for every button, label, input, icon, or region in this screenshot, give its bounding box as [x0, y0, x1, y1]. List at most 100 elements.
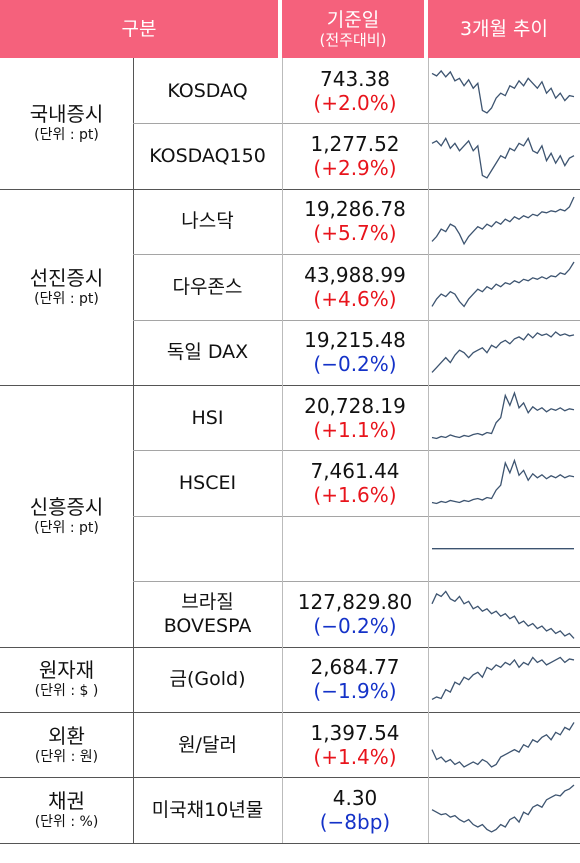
column-divider — [428, 777, 429, 843]
instrument-name: KOSDAQ150 — [133, 123, 282, 188]
value-cell: 1,397.54 (+1.4%) — [282, 712, 428, 777]
column-divider — [282, 188, 283, 255]
instrument-name-line: KOSDAQ — [167, 79, 248, 102]
index-value: 20,728.19 — [304, 393, 406, 418]
header-value: 기준일 (전주대비) — [282, 0, 424, 58]
index-value: 127,829.80 — [297, 589, 413, 614]
instrument-name-line: KOSDAQ150 — [149, 145, 266, 168]
trend-sparkline — [431, 590, 575, 640]
instrument-name-line: BOVESPA — [163, 614, 252, 637]
column-divider — [282, 254, 283, 320]
instrument-name: 나스닥 — [133, 189, 282, 254]
value-cell: 127,829.80 (−0.2%) — [282, 581, 428, 646]
trend-line — [431, 784, 575, 834]
instrument-name: 독일 DAX — [133, 320, 282, 385]
trend-sparkline — [431, 390, 575, 440]
row-divider — [133, 254, 580, 256]
group-divider — [0, 777, 580, 779]
instrument-name-line: HSCEI — [178, 472, 237, 495]
category-unit: (단위 : %) — [34, 814, 99, 831]
header-trend-label: 3개월 추이 — [459, 18, 549, 40]
category-cell: 채권 (단위 : %) — [0, 777, 133, 842]
weekly-change: (+4.6%) — [313, 286, 397, 311]
trend-line — [431, 722, 575, 768]
instrument-name: 금(Gold) — [133, 647, 282, 712]
instrument-name: 미국채10년물 — [133, 777, 282, 842]
group-divider — [0, 842, 580, 844]
category-cell: 국내증시 (단위 : pt) — [0, 58, 133, 189]
weekly-change: (+2.0%) — [313, 90, 397, 115]
category-name: 선진증시 — [29, 265, 104, 290]
category-unit: (단위 : pt) — [34, 519, 99, 536]
index-value: 43,988.99 — [304, 262, 406, 287]
column-divider — [428, 646, 429, 712]
weekly-change: (−1.9%) — [313, 679, 397, 704]
header-trend: 3개월 추이 — [428, 0, 580, 58]
instrument-name-line: HSI — [191, 406, 224, 429]
value-cell: 19,286.78 (+5.7%) — [282, 189, 428, 254]
row-divider — [133, 515, 580, 517]
column-divider — [428, 712, 429, 778]
group-divider — [0, 646, 580, 648]
group-divider — [0, 188, 580, 190]
value-cell — [282, 516, 428, 581]
instrument-name: 원/달러 — [133, 712, 282, 777]
column-divider — [282, 58, 283, 124]
column-divider — [428, 188, 429, 255]
value-cell: 19,215.48 (−0.2%) — [282, 320, 428, 385]
column-divider — [282, 385, 283, 451]
trend-line — [431, 330, 575, 373]
column-divider — [428, 385, 429, 451]
value-cell: 1,277.52 (+2.9%) — [282, 123, 428, 188]
category-name: 원자재 — [38, 658, 95, 683]
column-divider — [282, 123, 283, 189]
instrument-name: HSCEI — [133, 450, 282, 515]
trend-line — [431, 590, 575, 640]
instrument-name-line: 미국채10년물 — [151, 799, 264, 822]
category-cell: 외환 (단위 : 원) — [0, 712, 133, 777]
value-cell: 743.38 (+2.0%) — [282, 58, 428, 123]
column-divider — [282, 319, 283, 385]
header-category-label: 구분 — [121, 18, 157, 40]
instrument-name-line: 브라질 — [181, 590, 234, 613]
column-divider — [282, 712, 283, 778]
index-value: 2,684.77 — [310, 655, 400, 680]
category-unit: (단위 : $ ) — [34, 683, 99, 700]
trend-line — [431, 137, 575, 180]
instrument-name-line: 원/달러 — [178, 733, 237, 756]
value-cell: 20,728.19 (+1.1%) — [282, 385, 428, 450]
trend-line — [431, 261, 575, 308]
column-divider — [428, 254, 429, 320]
weekly-change: (+2.9%) — [313, 156, 397, 181]
instrument-name-line: 독일 DAX — [166, 341, 249, 364]
trend-line — [431, 196, 575, 246]
column-divider — [428, 450, 429, 516]
instrument-name-line: 금(Gold) — [169, 668, 246, 691]
instrument-name-line: 다우존스 — [172, 275, 243, 298]
row-divider — [133, 319, 580, 321]
trend-sparkline — [431, 458, 575, 505]
weekly-change: (+5.7%) — [313, 221, 397, 246]
trend-line — [431, 390, 575, 440]
category-name: 국내증시 — [29, 102, 104, 127]
column-divider — [133, 777, 134, 843]
column-divider — [428, 515, 429, 582]
index-value: 7,461.44 — [310, 459, 400, 484]
weekly-change: (−0.2%) — [313, 613, 397, 638]
index-value: 1,397.54 — [310, 720, 400, 745]
column-divider — [282, 777, 283, 843]
weekly-change: (+1.4%) — [313, 744, 397, 769]
instrument-name: KOSDAQ — [133, 58, 282, 123]
category-unit: (단위 : pt) — [34, 127, 99, 144]
header-value-sublabel: (전주대비) — [319, 31, 387, 49]
weekly-change: (+1.1%) — [313, 417, 397, 442]
index-value: 1,277.52 — [310, 132, 400, 157]
column-divider — [428, 581, 429, 647]
index-value: 743.38 — [320, 66, 390, 91]
instrument-name: HSI — [133, 385, 282, 450]
trend-sparkline — [431, 655, 575, 700]
trend-sparkline — [432, 547, 574, 550]
value-cell: 43,988.99 (+4.6%) — [282, 254, 428, 319]
category-name: 채권 — [48, 789, 85, 814]
instrument-name-line: 나스닥 — [181, 210, 234, 233]
